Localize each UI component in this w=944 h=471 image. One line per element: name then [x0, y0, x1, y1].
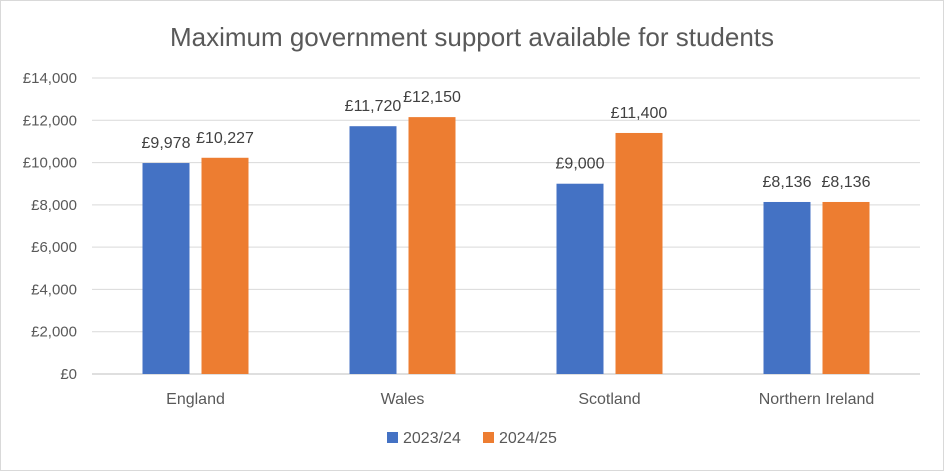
data-labels: £9,978 £10,227 £11,720£12,150 £9,000 £11,400…	[142, 89, 871, 191]
data-label: £12,150	[403, 89, 461, 106]
legend-label: 2024/25	[499, 430, 557, 447]
bars	[142, 117, 870, 374]
legend: 2023/24 2024/25	[387, 430, 557, 447]
bar-2023-24-northern-ireland	[763, 201, 811, 374]
legend-swatch	[483, 432, 494, 443]
x-category-label: England	[166, 391, 225, 408]
y-tick-label: £6,000	[31, 239, 77, 256]
x-category-label: Northern Ireland	[759, 391, 875, 408]
bar-2024-25-northern-ireland	[822, 201, 870, 374]
data-label: £9,000	[556, 156, 605, 173]
bar-2024-25-wales	[408, 117, 456, 374]
legend-label: 2023/24	[403, 430, 461, 447]
y-axis-tick-labels: £0 £2,000 £4,000 £6,000 £8,000 £10,000 £12,000…	[23, 70, 77, 383]
data-label: £11,400	[611, 105, 668, 122]
x-category-label: Scotland	[578, 391, 640, 408]
legend-swatch	[387, 432, 398, 443]
y-tick-label: £12,000	[23, 112, 77, 129]
data-label: £10,227	[196, 130, 254, 147]
chart-title: Maximum government support available for…	[170, 22, 774, 52]
bar-2024-25-scotland	[615, 132, 663, 374]
data-label: £11,720	[345, 98, 402, 115]
bar-2023-24-wales	[349, 126, 397, 374]
y-tick-label: £10,000	[23, 155, 77, 172]
y-tick-label: £0	[60, 366, 77, 383]
x-axis-category-labels: England Wales Scotland Northern Ireland	[166, 391, 874, 408]
x-category-label: Wales	[381, 391, 425, 408]
y-tick-label: £2,000	[31, 324, 77, 341]
bar-2023-24-england	[142, 163, 190, 374]
y-tick-label: £8,000	[31, 197, 77, 214]
bar-2024-25-england	[201, 157, 249, 374]
data-label: £8,136	[763, 174, 812, 191]
y-tick-label: £4,000	[31, 281, 77, 298]
data-label: £9,978	[142, 135, 191, 152]
bar-2023-24-scotland	[556, 183, 604, 374]
data-label: £8,136	[822, 174, 871, 191]
y-tick-label: £14,000	[23, 70, 77, 87]
